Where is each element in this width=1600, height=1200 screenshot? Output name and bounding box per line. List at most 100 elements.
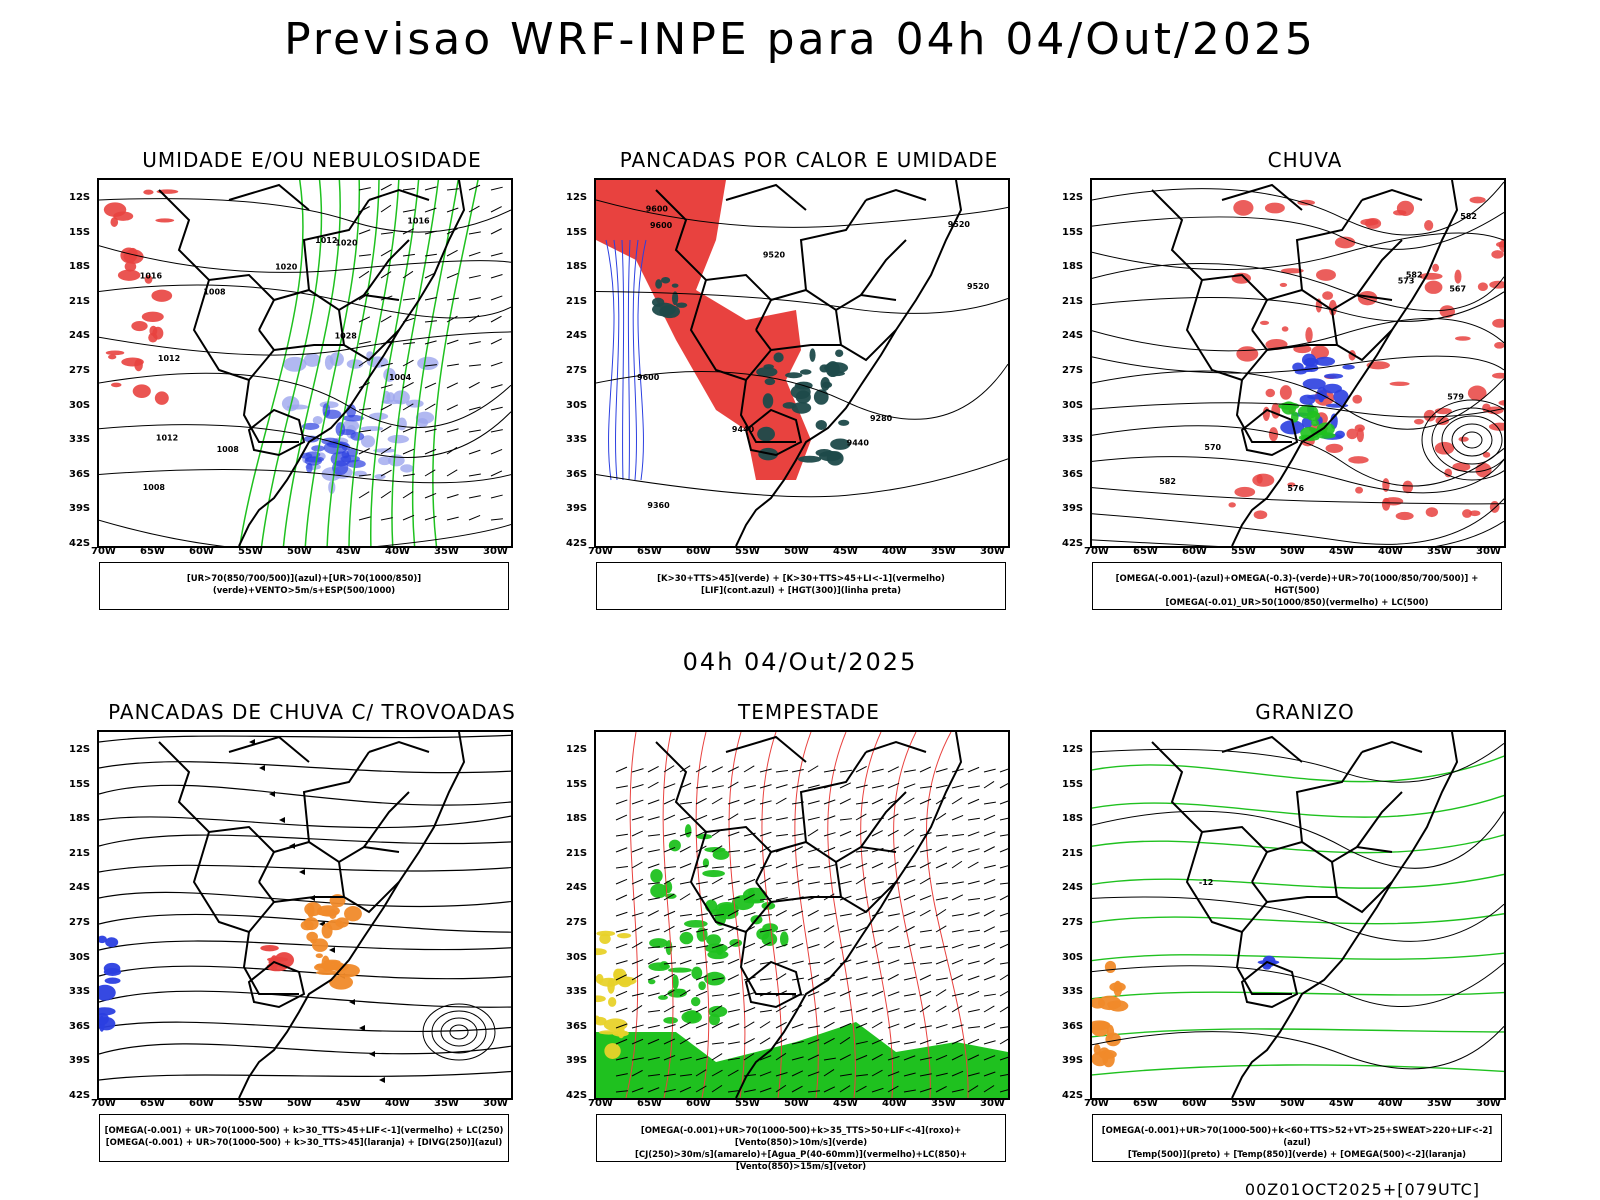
wind-vector [775,1052,787,1061]
heat-humidity-area [651,297,665,307]
wind-vector [999,865,1008,869]
latitude-label: 15S [1062,226,1084,238]
wind-vector [743,893,755,901]
wind-vector [935,925,947,933]
wind-vector [807,765,819,773]
wind-vector [446,272,459,279]
wind-vector [903,769,916,773]
wind-vector [919,848,932,853]
wind-vector [887,1023,900,1029]
wind-vector [424,448,437,455]
wind-vector [358,254,371,257]
jet-stream-area [596,995,606,1003]
wind-vector [468,205,480,213]
heat-humidity-area [773,352,784,363]
wind-vector [615,894,628,901]
divergence-area [104,977,121,984]
strong-wind-area [715,902,739,916]
wind-vector [791,1056,804,1061]
contour-line [1092,262,1504,312]
wind-vector [380,249,392,257]
wind-vector [663,989,675,997]
wind-vector [424,515,437,521]
wind-vector [887,782,900,789]
rain-area-red [1489,280,1504,289]
country-border [1185,279,1269,382]
latitude-label: 39S [566,1055,588,1067]
wind-vector [839,782,852,789]
wind-vector [615,847,628,853]
wind-vector [887,945,900,949]
wind-vector [919,1056,932,1061]
contour-line [1092,962,1504,1008]
streamline [99,734,511,743]
rain-area-red [1396,200,1415,217]
wind-vector [711,1005,723,1013]
contour-label: 573 [1398,277,1415,286]
omega-orange-area [1105,1032,1121,1047]
wind-vector [727,781,739,789]
wind-vector [839,1073,852,1077]
streamline [99,784,511,806]
streamline [99,761,511,774]
wind-vector [855,896,868,901]
wind-vector [871,1053,883,1061]
divergence-area [99,984,116,1001]
wind-vector [647,882,660,885]
wind-vector [402,381,414,389]
latitude-label: 12S [69,744,91,755]
wind-vector [951,881,964,885]
contour-line [99,198,511,233]
wind-vector [446,249,458,257]
wind-vector [823,912,836,917]
rain-area-red [1382,478,1390,492]
wind-vector [999,1006,1008,1013]
panel-legend: [OMEGA(-0.001)+UR>70(1000-500)+k<60+TTS>… [1092,1114,1502,1162]
longitude-label: 70W [1084,546,1109,557]
wind-vector [791,784,804,789]
wind-vector [679,927,692,933]
latitude-label: 42S [1062,538,1084,549]
wind-vector [983,1040,996,1045]
wind-vector [711,1053,723,1061]
rain-area-red [1475,462,1492,478]
wind-vector [695,814,708,821]
wind-vector [775,973,787,981]
rain-area-red [1424,280,1443,294]
wind-vector [727,941,739,949]
humidity-contour [326,180,380,546]
wind-vector [759,768,772,773]
wind-vector [468,297,481,301]
country-border [799,199,867,291]
coastline [735,180,963,546]
wind-vector [967,848,980,853]
wind-vector [855,992,868,997]
precipitable-water-contour [860,732,894,1098]
wind-vector [855,960,868,965]
wind-vector [775,910,787,917]
wind-vector [967,798,980,805]
low-pressure-contour [431,1010,487,1054]
heat-humidity-area [838,419,850,426]
wind-vector [615,990,628,997]
country-border [192,831,276,934]
humidity-lowlevel-area [368,412,389,420]
wind-vector [935,1005,947,1013]
precipitable-water-contour [827,732,856,1098]
contour-label: 1016 [140,271,163,280]
longitude-label: 45W [833,546,858,557]
latitude-label: 39S [1062,1055,1084,1067]
strong-wind-area [712,849,730,860]
longitude-label: 70W [91,1098,116,1109]
wind-vector [903,943,916,949]
rain-area-red [1256,474,1263,484]
wind-vector [490,274,503,279]
rain-area-red [1434,441,1455,455]
wind-vector [679,765,691,773]
wind-vector [967,912,980,917]
wind-vector [402,403,414,411]
wind-vector [743,958,756,965]
lagoon-outline [1240,960,1299,1009]
contour-label: 9440 [847,438,870,447]
humidity-contour-red [141,311,164,322]
